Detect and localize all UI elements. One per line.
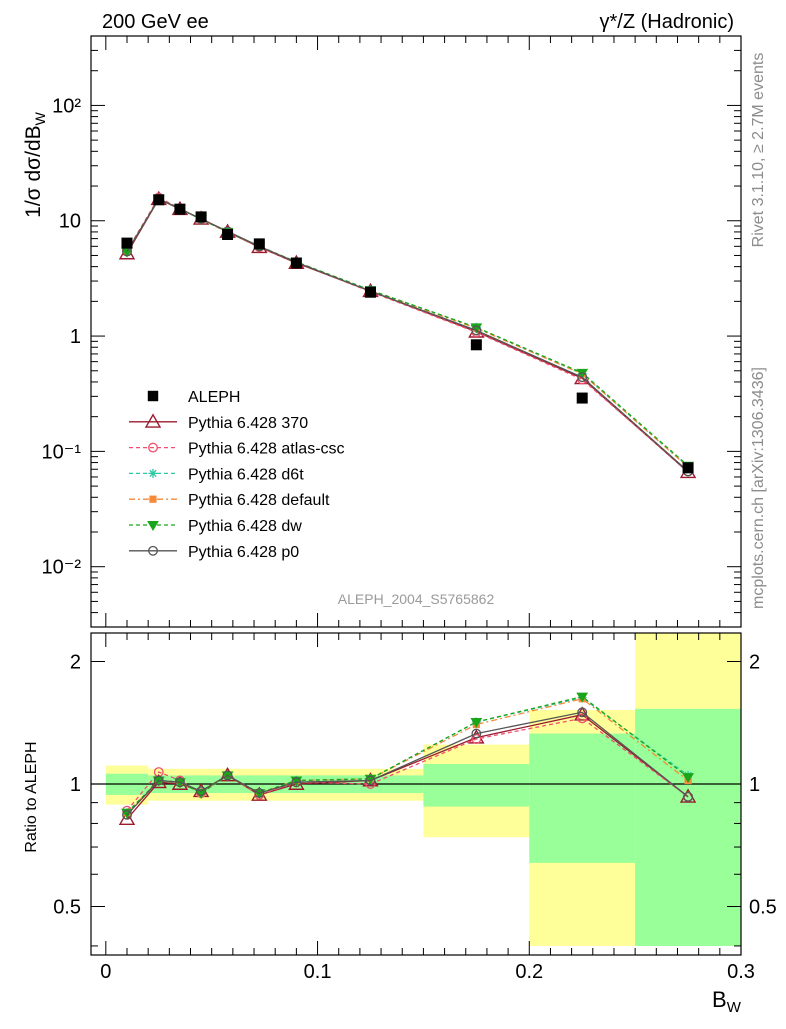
ratio-series-point [254,788,265,799]
ratio-xlabel: BW [712,987,742,1016]
analysis-tag: ALEPH_2004_S5765862 [338,591,495,607]
main-y-tick-label: 10⁻² [42,557,82,579]
ratio-y-tick-label-right: 2 [749,652,760,674]
ratio-series-point [470,718,483,729]
ratio-series-point [365,775,376,786]
legend-marker [148,468,158,478]
legend-label: Pythia 6.428 dw [188,518,302,535]
ratio-ylabel: Ratio to ALEPH [23,741,40,852]
ratio-y-tick-label-right: 1 [749,774,760,796]
ratio-series-line [126,717,689,812]
main-y-tick-label: 1 [70,326,81,348]
main-data-point [364,286,376,298]
ratio-series-point [195,789,207,800]
ratio-band-inner [635,708,741,946]
ratio-y-axis: 0.5 0.5 1 1 2 2 [53,652,777,947]
main-data-series [121,194,694,474]
ratio-panel: 0.5 0.5 1 1 2 2 0 0.1 0.2 0.3 [53,632,777,983]
ratio-band-inner [529,733,636,863]
legend-marker [147,390,159,402]
ratio-x-tick-label: 0.2 [515,961,543,983]
ratio-series-line [126,711,689,816]
ratio-y-tick-label: 1 [70,774,81,796]
ratio-series-point [577,713,588,724]
legend-marker [147,521,159,531]
legend-label: ALEPH [188,389,240,406]
main-series-point [577,372,588,383]
legend-label: Pythia 6.428 d6t [188,466,304,483]
ratio-series [122,707,694,820]
ratio-series-point [222,770,233,781]
main-data-point [253,238,265,250]
main-series-point [471,325,482,336]
ratio-x-tick-label: 0.3 [727,961,755,983]
legend-marker [149,495,157,503]
ratio-series-point [682,773,694,784]
main-data-point [470,339,482,351]
legend-marker [148,545,158,556]
ratio-series-point [291,777,302,788]
ratio-series-point [471,728,482,739]
legend-label: Pythia 6.428 default [188,492,330,509]
main-x-axis [105,36,742,627]
main-y-axis: 10⁻² 10⁻¹ 1 10 10² [42,35,741,628]
main-series [122,192,694,477]
legend-label: Pythia 6.428 atlas-csc [188,441,345,458]
ratio-band-inner [423,763,530,807]
main-ylabel: 1/σ dσ/dBW [22,111,48,217]
main-data-point [121,237,133,249]
main-data-point [153,194,165,206]
main-data-point [290,257,302,269]
ratio-series-point [122,809,132,820]
main-data-point [682,462,694,474]
legend-marker [144,413,162,428]
header-left: 200 GeV ee [102,11,209,33]
main-y-tick-label: 10² [52,95,81,117]
ratio-y-tick-label: 2 [70,652,81,674]
main-data-point [195,211,207,223]
main-data-point [222,228,234,240]
main-series [118,190,697,479]
ratio-series-point [576,692,589,703]
main-data-point [174,203,186,215]
rivet-label: Rivet 3.1.10, ≥ 2.7M events [750,53,767,248]
main-data-point [576,392,588,404]
legend-label: Pythia 6.428 p0 [188,544,299,561]
mcplots-label: mcplots.cern.ch [arXiv:1306.3436] [750,367,767,609]
main-panel: 10⁻² 10⁻¹ 1 10 10² [42,35,742,628]
ratio-x-tick-label: 0 [100,961,111,983]
legend: ALEPH Pythia 6.428 370 Pythia 6.428 atlas-… [129,389,345,561]
ratio-x-tick-label: 0.1 [304,961,332,983]
ratio-y-tick-label: 0.5 [53,896,81,918]
header-right: γ*/Z (Hadronic) [600,11,734,33]
main-series-point [470,323,483,334]
ratio-frame [90,632,742,956]
ratio-series-point [577,707,588,718]
ratio-x-axis: 0 0.1 0.2 0.3 [100,633,755,983]
ratio-series-point [174,777,185,788]
main-series [122,193,694,477]
legend-marker [148,442,158,453]
main-frame [90,35,742,628]
ratio-series-point [679,788,697,803]
ratio-series-point [153,775,164,786]
main-y-tick-label: 10 [59,211,81,233]
legend-label: Pythia 6.428 370 [188,415,308,432]
ratio-y-tick-label-right: 0.5 [749,896,777,918]
ratio-series-point [683,791,694,802]
ratio-series-point [196,786,207,797]
main-y-tick-label: 10⁻¹ [42,441,82,463]
ratio-series-point [471,734,482,744]
